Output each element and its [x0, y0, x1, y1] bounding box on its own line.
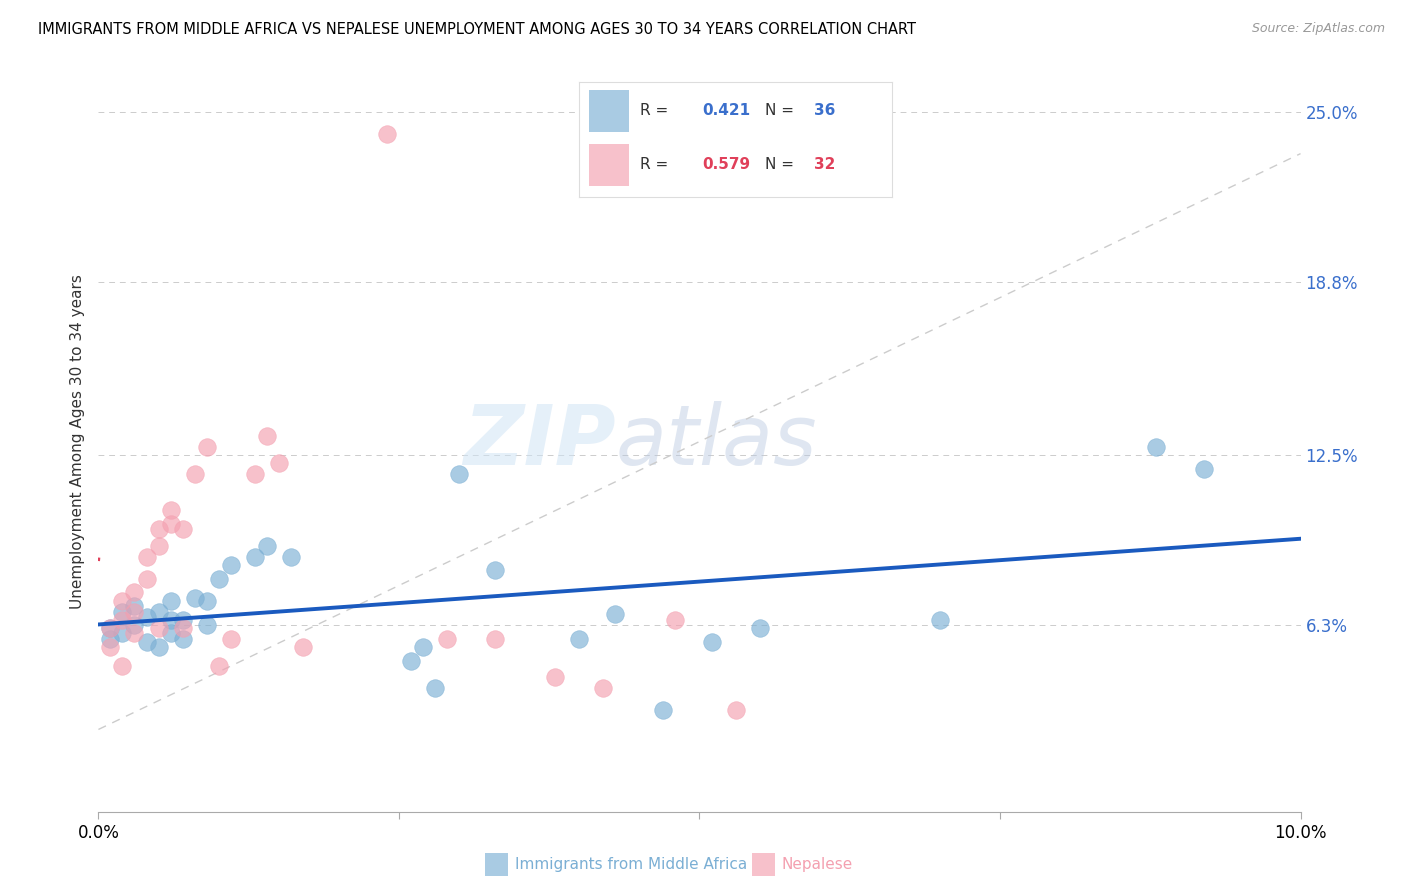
Point	[124, 605, 146, 619]
Point	[724, 703, 747, 717]
Point	[219, 632, 242, 646]
Point	[243, 467, 266, 482]
Point	[267, 457, 290, 471]
Point	[219, 558, 242, 572]
Point	[159, 503, 181, 517]
Point	[124, 599, 146, 613]
Point	[700, 634, 723, 648]
Point	[195, 593, 218, 607]
Point	[375, 128, 398, 142]
Point	[195, 440, 218, 454]
Point	[111, 605, 134, 619]
Point	[256, 429, 278, 443]
Point	[436, 632, 458, 646]
Point	[100, 640, 122, 655]
Text: Source: ZipAtlas.com: Source: ZipAtlas.com	[1251, 22, 1385, 36]
Point	[135, 572, 157, 586]
Point	[1194, 462, 1216, 476]
Point	[148, 640, 170, 655]
Point	[208, 659, 231, 673]
Point	[208, 572, 231, 586]
Point	[183, 591, 205, 605]
Point	[592, 681, 614, 696]
Point	[399, 654, 422, 668]
Point	[748, 621, 770, 635]
Point	[172, 613, 194, 627]
Point	[195, 618, 218, 632]
Point	[100, 621, 122, 635]
Point	[256, 539, 278, 553]
Point	[124, 618, 146, 632]
Point	[111, 593, 134, 607]
Point	[135, 634, 157, 648]
Point	[159, 613, 181, 627]
Point	[484, 632, 506, 646]
Point	[280, 549, 302, 564]
Point	[1144, 440, 1167, 454]
Point	[111, 613, 134, 627]
Text: IMMIGRANTS FROM MIDDLE AFRICA VS NEPALESE UNEMPLOYMENT AMONG AGES 30 TO 34 YEARS: IMMIGRANTS FROM MIDDLE AFRICA VS NEPALES…	[38, 22, 915, 37]
Point	[148, 621, 170, 635]
Text: Nepalese: Nepalese	[782, 857, 853, 871]
Point	[172, 621, 194, 635]
Text: Immigrants from Middle Africa: Immigrants from Middle Africa	[515, 857, 747, 871]
Point	[447, 467, 470, 482]
Point	[148, 539, 170, 553]
Point	[652, 703, 675, 717]
Point	[291, 640, 314, 655]
Point	[412, 640, 434, 655]
Point	[172, 632, 194, 646]
Point	[243, 549, 266, 564]
Point	[124, 626, 146, 640]
Point	[111, 626, 134, 640]
Point	[544, 670, 567, 684]
Point	[135, 549, 157, 564]
Point	[568, 632, 591, 646]
Point	[148, 605, 170, 619]
Point	[159, 516, 181, 531]
Text: ZIP: ZIP	[463, 401, 616, 482]
Point	[159, 626, 181, 640]
Point	[484, 563, 506, 577]
Point	[100, 632, 122, 646]
Point	[423, 681, 446, 696]
Point	[124, 585, 146, 599]
Point	[183, 467, 205, 482]
Point	[111, 659, 134, 673]
Point	[664, 613, 686, 627]
Y-axis label: Unemployment Among Ages 30 to 34 years: Unemployment Among Ages 30 to 34 years	[69, 274, 84, 609]
Point	[100, 621, 122, 635]
Point	[172, 522, 194, 536]
Point	[929, 613, 952, 627]
Text: atlas: atlas	[616, 401, 817, 482]
Point	[135, 610, 157, 624]
Point	[159, 593, 181, 607]
Point	[605, 607, 627, 622]
Point	[148, 522, 170, 536]
